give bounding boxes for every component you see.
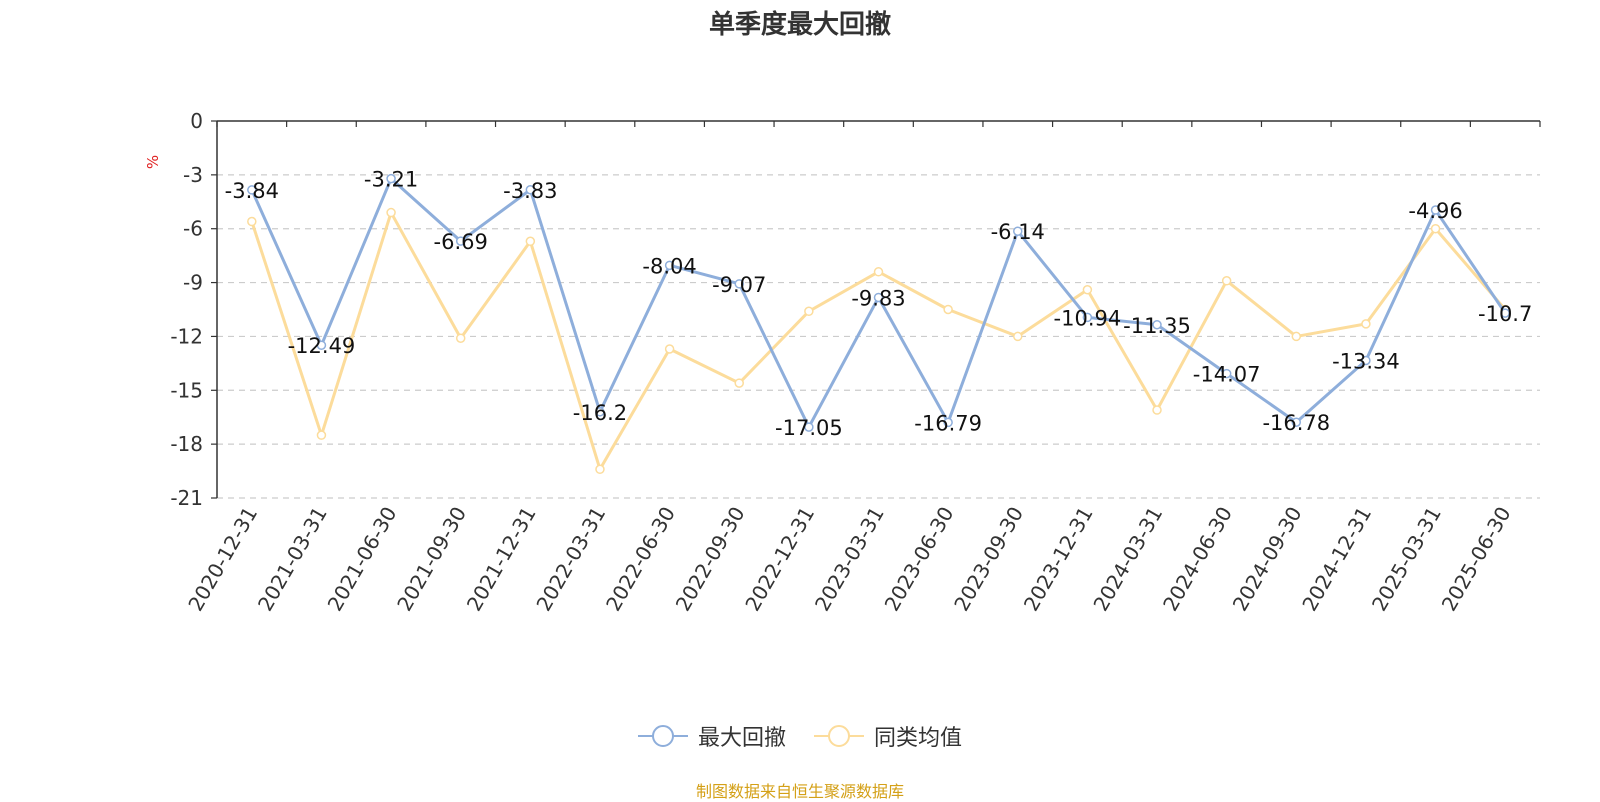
source-note: 制图数据来自恒生聚源数据库: [695, 782, 904, 801]
data-label: -12.49: [288, 334, 356, 358]
legend: 最大回撤 同类均值: [0, 720, 1600, 752]
x-tick-label: 2022-03-31: [531, 503, 610, 616]
chart-title: 单季度最大回撤: [708, 10, 891, 40]
y-tick-label: -18: [170, 432, 203, 456]
data-label: -16.2: [573, 401, 627, 425]
data-label: -14.07: [1193, 363, 1261, 387]
y-tick-label: -3: [183, 163, 203, 187]
data-point: [804, 422, 814, 432]
data-point: [1152, 405, 1162, 415]
data-label: -9.83: [851, 286, 905, 310]
data-point: [247, 216, 257, 227]
grid-layer: [217, 174, 1540, 499]
data-point: [943, 304, 953, 315]
legend-marker-icon: [637, 725, 688, 747]
chart-canvas: 0-3-6-9-12-15-18-212020-12-312021-03-312…: [144, 109, 1541, 616]
data-label: -10.7: [1478, 302, 1532, 326]
x-tick-label: 2023-12-31: [1019, 503, 1098, 616]
data-label: -3.83: [503, 179, 557, 203]
data-label: -16.78: [1262, 411, 1330, 435]
x-tick-label: 2021-12-31: [462, 503, 541, 616]
data-label: -3.84: [225, 179, 279, 203]
data-label: -16.79: [914, 411, 982, 435]
x-tick-label: 2020-12-31: [183, 503, 262, 616]
data-point: [386, 207, 396, 218]
data-label: -9.07: [712, 273, 766, 297]
data-point: [734, 279, 744, 289]
legend-item[interactable]: 同类均值: [814, 720, 962, 752]
data-point: [595, 407, 605, 417]
data-point: [943, 417, 953, 428]
legend-item[interactable]: 最大回撤: [637, 720, 786, 752]
y-tick-label: -21: [170, 486, 203, 510]
data-point: [455, 333, 466, 343]
y-tick-label: -15: [170, 378, 203, 402]
series-layer: [247, 173, 1510, 475]
data-point: [316, 430, 327, 440]
data-point: [804, 306, 814, 317]
legend-label: 最大回撤: [697, 726, 786, 751]
y-tick-label: -9: [183, 271, 203, 295]
x-tick-label: 2024-06-30: [1158, 503, 1237, 616]
x-tick-label: 2022-09-30: [671, 503, 750, 616]
y-tick-label: -6: [183, 217, 203, 241]
data-point: [595, 464, 605, 475]
data-point: [1152, 320, 1162, 330]
x-tick-label: 2024-09-30: [1228, 503, 1307, 616]
data-point: [525, 185, 536, 195]
data-label-layer: -3.84 -12.49 -3.21 -6.69 -3.83 -16.2 -8.04 -9.0…: [225, 168, 1533, 440]
data-point: [1291, 417, 1302, 427]
y-tick-label: 0: [190, 109, 203, 133]
x-tick-label: 2024-03-31: [1088, 503, 1167, 616]
legend-label: 同类均值: [874, 726, 963, 751]
data-point: [386, 173, 396, 184]
data-label: -17.05: [775, 416, 843, 440]
data-point: [664, 344, 675, 354]
data-label: -6.69: [434, 230, 488, 254]
data-label: -3.21: [364, 168, 418, 192]
data-point: [1291, 331, 1302, 342]
y-axis-label: %: [144, 155, 162, 169]
data-point: [455, 236, 466, 246]
x-tick-label: 2024-12-31: [1297, 503, 1376, 616]
data-point: [1082, 312, 1093, 323]
data-point: [873, 267, 884, 277]
x-tick-label: 2023-06-30: [880, 503, 959, 616]
data-point: [1221, 276, 1232, 286]
x-tick-label: 2021-03-31: [253, 503, 332, 616]
data-point: [873, 292, 884, 303]
data-label: -4.96: [1408, 199, 1462, 223]
x-tick-label: 2023-03-31: [810, 503, 889, 616]
data-point: [316, 340, 327, 350]
data-point: [247, 185, 257, 195]
x-tick-label: 2025-06-30: [1437, 503, 1516, 616]
x-tick-label: 2022-06-30: [601, 503, 680, 616]
data-point: [1013, 226, 1023, 236]
x-tick-label: 2022-12-31: [740, 503, 819, 616]
data-point: [1013, 331, 1023, 342]
data-point: [1430, 223, 1441, 234]
y-tick-label: -12: [170, 324, 203, 348]
data-point: [1082, 285, 1093, 295]
data-point: [1430, 205, 1441, 215]
data-label: -13.34: [1332, 349, 1400, 373]
data-label: -8.04: [642, 254, 696, 278]
data-point: [1361, 319, 1371, 329]
data-point: [1500, 308, 1510, 318]
x-tick-label: 2021-09-30: [392, 503, 471, 616]
data-point: [734, 378, 744, 388]
data-point: [1221, 368, 1232, 379]
data-label: -6.14: [991, 220, 1045, 244]
x-tick-label: 2025-03-31: [1367, 503, 1446, 616]
data-point: [664, 260, 675, 271]
data-label: -11.35: [1123, 314, 1191, 338]
legend-marker-icon: [814, 725, 864, 747]
data-label: -10.94: [1054, 306, 1122, 330]
data-point: [1361, 355, 1371, 366]
data-point: [525, 236, 536, 247]
x-tick-label: 2023-09-30: [949, 503, 1028, 616]
x-tick-label: 2021-06-30: [323, 503, 402, 616]
